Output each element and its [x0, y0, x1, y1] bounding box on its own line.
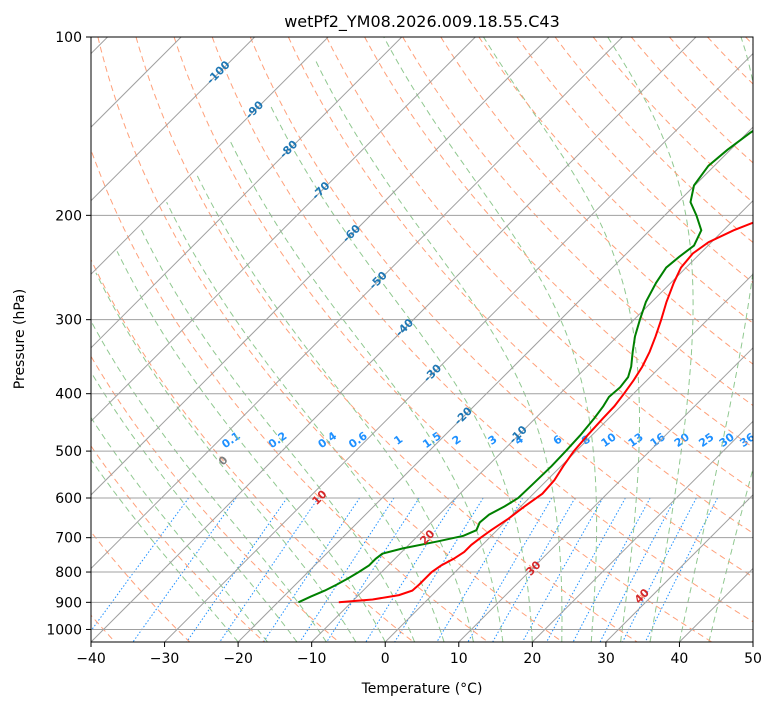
y-tick-label: 1000 — [46, 622, 82, 638]
dry-adiabat — [326, 37, 753, 491]
moist-adiabat — [95, 272, 357, 642]
chart-title: wetPf2_YM08.2026.009.18.55.C43 — [284, 12, 560, 32]
y-tick-label: 300 — [55, 313, 82, 329]
x-axis-ticks: −40 −30 −20 −10 0 10 20 30 40 50 — [76, 642, 762, 667]
isotherm — [458, 347, 753, 642]
x-tick-label: 50 — [744, 651, 762, 667]
mixing-ratio-line — [326, 497, 420, 642]
y-axis-label: Pressure (hPa) — [12, 289, 28, 389]
x-tick-label: −30 — [150, 651, 180, 667]
x-tick-label: 20 — [523, 651, 541, 667]
isotherms — [91, 37, 753, 642]
dry-adiabat — [211, 37, 753, 623]
mixing-ratio-line — [622, 497, 697, 642]
moist-adiabat — [483, 37, 640, 642]
moist-adiabat — [91, 416, 268, 642]
isotherm — [752, 641, 753, 642]
moist-adiabats — [91, 37, 753, 642]
dry-adiabat — [91, 445, 265, 642]
dry-adiabat — [135, 37, 638, 642]
isotherm — [384, 273, 753, 642]
dry-adiabat — [478, 37, 753, 324]
dry-adiabat — [249, 37, 753, 578]
x-tick-label: 40 — [671, 651, 689, 667]
moist-adiabat — [269, 104, 533, 642]
isotherm — [311, 199, 753, 642]
dry-adiabat — [402, 37, 753, 407]
y-tick-label: 900 — [55, 595, 82, 611]
moist-adiabat — [166, 201, 445, 642]
isotherm — [91, 37, 476, 423]
dry-adiabat — [91, 148, 489, 642]
mixing-ratio-line — [599, 497, 676, 642]
dry-adiabat — [97, 37, 563, 642]
x-tick-label: −40 — [76, 651, 106, 667]
y-tick-label: 800 — [55, 565, 82, 581]
isotherm — [605, 494, 753, 642]
y-tick-label: 500 — [55, 444, 82, 460]
mixing-ratio-line — [91, 497, 190, 632]
moist-adiabat — [195, 173, 474, 642]
isotherm — [91, 37, 697, 642]
mixing-ratio-line — [644, 497, 718, 642]
isotherm — [91, 37, 403, 349]
y-tick-label: 200 — [55, 208, 82, 224]
mixing-ratio-line — [263, 497, 361, 642]
mixing-ratio-line — [394, 497, 484, 642]
mixing-ratio-line — [219, 497, 319, 642]
isotherm — [531, 420, 753, 642]
mixing-ratio-line — [365, 497, 457, 642]
moist-adiabat — [383, 37, 598, 642]
moist-adiabat — [678, 37, 753, 642]
dry-adiabat — [173, 37, 713, 642]
x-tick-label: −20 — [223, 651, 253, 667]
isotherm — [91, 37, 550, 496]
moist-adiabat — [607, 37, 694, 642]
isotherm — [91, 37, 256, 202]
temperature-profile — [338, 221, 753, 604]
isotherm — [91, 37, 623, 570]
plot-area — [91, 37, 753, 642]
mixing-ratio-line — [467, 497, 553, 642]
y-tick-label: 400 — [55, 387, 82, 403]
y-axis-ticks: 100 200 300 400 500 600 700 800 900 1000 — [46, 30, 91, 638]
pressure-gridlines — [91, 37, 753, 630]
moist-adiabat — [140, 227, 416, 642]
dry-adiabat — [440, 37, 753, 365]
moist-adiabat — [91, 458, 239, 642]
y-tick-label: 700 — [55, 531, 82, 547]
x-tick-label: 10 — [450, 651, 468, 667]
plot-frame — [90, 36, 754, 643]
sounding-profiles — [297, 129, 753, 604]
x-tick-label: 0 — [381, 651, 390, 667]
mixing-ratio-line — [436, 497, 524, 642]
moist-adiabat — [116, 251, 386, 642]
dewpoint-profile — [297, 129, 753, 604]
isotherm — [164, 52, 753, 642]
isotherm — [91, 37, 329, 275]
y-tick-label: 100 — [55, 30, 82, 46]
x-tick-label: 30 — [597, 651, 615, 667]
y-tick-label: 600 — [55, 491, 82, 507]
x-tick-label: −10 — [297, 651, 327, 667]
moist-adiabat — [315, 61, 563, 642]
x-axis-label: Temperature (°C) — [361, 681, 483, 697]
